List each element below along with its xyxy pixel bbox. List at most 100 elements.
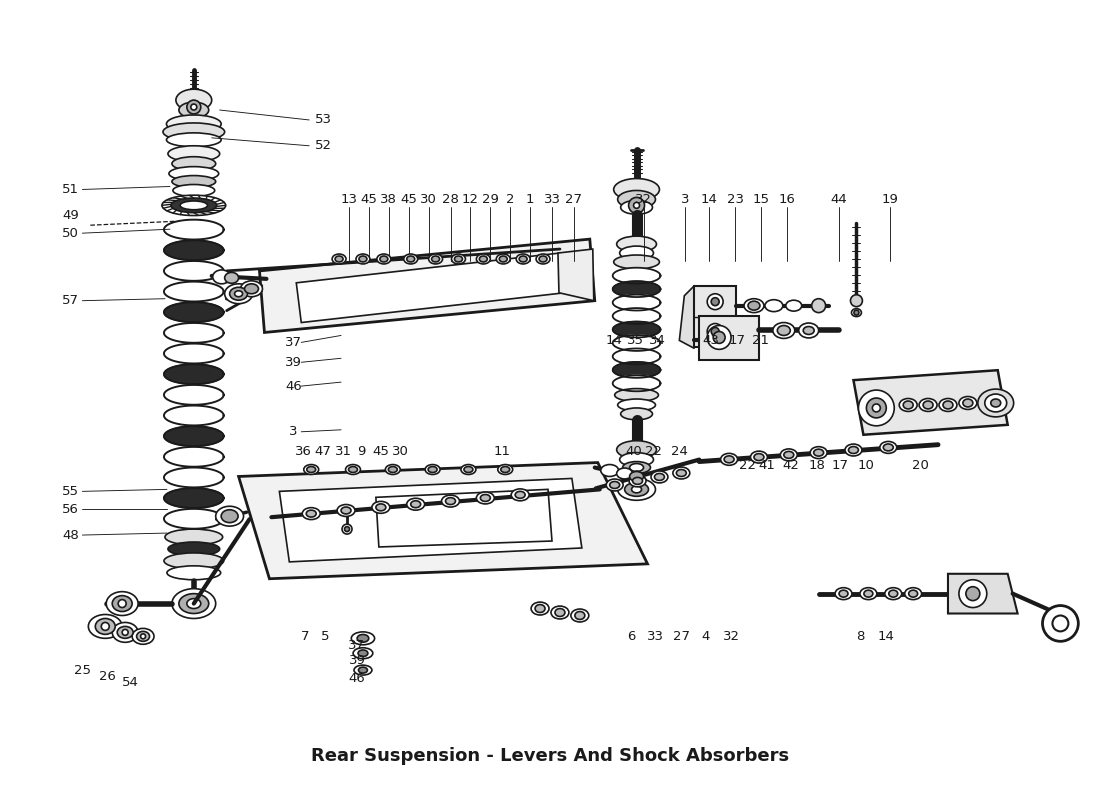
Ellipse shape xyxy=(909,590,917,597)
Text: 32: 32 xyxy=(723,630,739,643)
Ellipse shape xyxy=(556,609,565,617)
Text: 50: 50 xyxy=(62,226,79,240)
Ellipse shape xyxy=(845,444,862,456)
Polygon shape xyxy=(164,406,223,426)
Text: 34: 34 xyxy=(649,334,666,347)
Polygon shape xyxy=(613,362,660,378)
Circle shape xyxy=(966,586,980,601)
Ellipse shape xyxy=(379,256,388,262)
Ellipse shape xyxy=(136,631,150,642)
Text: 21: 21 xyxy=(752,334,769,347)
Ellipse shape xyxy=(539,256,547,262)
Polygon shape xyxy=(296,253,565,322)
Ellipse shape xyxy=(169,166,219,181)
Text: 18: 18 xyxy=(808,459,825,472)
Ellipse shape xyxy=(519,256,527,262)
Ellipse shape xyxy=(166,115,221,133)
Ellipse shape xyxy=(864,590,873,597)
Ellipse shape xyxy=(342,524,352,534)
Text: 14: 14 xyxy=(701,193,717,206)
Ellipse shape xyxy=(750,451,768,463)
Text: 14: 14 xyxy=(605,334,623,347)
Ellipse shape xyxy=(618,399,656,411)
Text: 30: 30 xyxy=(420,193,437,206)
Ellipse shape xyxy=(304,465,319,474)
Polygon shape xyxy=(164,488,223,508)
Circle shape xyxy=(858,390,894,426)
Ellipse shape xyxy=(943,401,953,409)
Text: 49: 49 xyxy=(62,209,79,222)
Text: 25: 25 xyxy=(74,664,91,677)
Polygon shape xyxy=(164,426,223,446)
Text: 5: 5 xyxy=(321,630,329,643)
Ellipse shape xyxy=(748,301,760,310)
Ellipse shape xyxy=(480,256,487,262)
Ellipse shape xyxy=(88,614,122,638)
Circle shape xyxy=(872,404,880,412)
Ellipse shape xyxy=(620,200,652,214)
Text: 4: 4 xyxy=(701,630,710,643)
Text: 39: 39 xyxy=(349,654,365,666)
Ellipse shape xyxy=(536,254,550,264)
Text: 42: 42 xyxy=(782,459,800,472)
Ellipse shape xyxy=(410,501,420,508)
Text: 14: 14 xyxy=(878,630,894,643)
Ellipse shape xyxy=(122,630,128,635)
Ellipse shape xyxy=(385,465,400,474)
Ellipse shape xyxy=(614,178,659,200)
Ellipse shape xyxy=(302,508,320,519)
Ellipse shape xyxy=(496,254,510,264)
Polygon shape xyxy=(558,249,594,301)
Ellipse shape xyxy=(241,281,263,297)
Ellipse shape xyxy=(609,482,619,489)
Text: 37: 37 xyxy=(285,336,301,349)
Ellipse shape xyxy=(780,449,798,461)
Polygon shape xyxy=(164,364,223,384)
Ellipse shape xyxy=(172,589,216,618)
Ellipse shape xyxy=(216,506,243,526)
Ellipse shape xyxy=(499,256,507,262)
Ellipse shape xyxy=(884,588,902,600)
Ellipse shape xyxy=(112,622,139,642)
Polygon shape xyxy=(279,478,582,562)
Ellipse shape xyxy=(166,133,221,146)
Ellipse shape xyxy=(535,605,544,613)
Ellipse shape xyxy=(165,529,222,545)
Ellipse shape xyxy=(773,322,795,338)
Ellipse shape xyxy=(407,498,425,510)
Text: 8: 8 xyxy=(856,630,865,643)
Circle shape xyxy=(1043,606,1078,642)
Ellipse shape xyxy=(388,466,397,473)
Ellipse shape xyxy=(850,294,862,306)
Circle shape xyxy=(190,104,197,110)
Ellipse shape xyxy=(618,478,656,500)
Ellipse shape xyxy=(812,298,826,313)
Polygon shape xyxy=(164,323,223,342)
Ellipse shape xyxy=(614,255,659,269)
Ellipse shape xyxy=(851,309,861,317)
Text: 54: 54 xyxy=(122,675,139,689)
Ellipse shape xyxy=(354,665,372,675)
Circle shape xyxy=(867,398,887,418)
Ellipse shape xyxy=(187,598,201,609)
Circle shape xyxy=(187,100,201,114)
Text: 46: 46 xyxy=(349,671,365,685)
Ellipse shape xyxy=(754,454,763,461)
Ellipse shape xyxy=(551,606,569,619)
Ellipse shape xyxy=(575,611,585,619)
Circle shape xyxy=(713,331,725,343)
Circle shape xyxy=(707,294,723,310)
Ellipse shape xyxy=(407,256,415,262)
Text: 35: 35 xyxy=(627,334,645,347)
Polygon shape xyxy=(164,385,223,405)
Text: 22: 22 xyxy=(738,459,756,472)
Ellipse shape xyxy=(476,254,491,264)
Circle shape xyxy=(628,198,645,214)
Ellipse shape xyxy=(835,588,852,600)
Polygon shape xyxy=(613,281,660,297)
Ellipse shape xyxy=(778,326,790,335)
Text: 55: 55 xyxy=(62,485,79,498)
Text: 51: 51 xyxy=(62,183,79,196)
Ellipse shape xyxy=(345,465,361,474)
Text: 12: 12 xyxy=(462,193,478,206)
